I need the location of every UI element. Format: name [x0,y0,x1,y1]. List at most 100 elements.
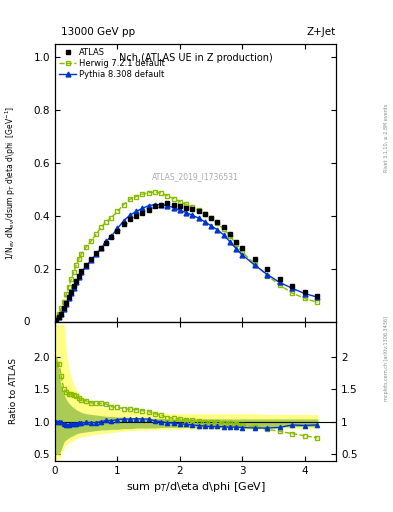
ATLAS [165,200,170,206]
Pythia 8.308 default [79,269,84,275]
Text: Rivet 3.1.10, ≥ 2.8M events: Rivet 3.1.10, ≥ 2.8M events [384,104,389,173]
Pythia 8.308 default [202,219,207,225]
ATLAS [252,256,257,262]
Text: mcplots.cern.ch [arXiv:1306.3436]: mcplots.cern.ch [arXiv:1306.3436] [384,316,389,401]
Herwig 7.2.1 default [228,232,232,239]
ATLAS [66,294,71,300]
Pythia 8.308 default [99,245,104,251]
Herwig 7.2.1 default [171,196,176,202]
Herwig 7.2.1 default [265,272,270,279]
Pythia 8.308 default [315,294,320,300]
Herwig 7.2.1 default [315,300,320,306]
Pythia 8.308 default [228,239,232,245]
Pythia 8.308 default [94,251,99,258]
Pythia 8.308 default [184,209,189,216]
Herwig 7.2.1 default [196,207,201,214]
Pythia 8.308 default [277,280,282,286]
Pythia 8.308 default [115,225,120,231]
Pythia 8.308 default [69,290,73,296]
ATLAS [190,206,195,212]
Pythia 8.308 default [159,202,163,208]
Pythia 8.308 default [234,246,239,252]
Herwig 7.2.1 default [134,194,139,200]
Herwig 7.2.1 default [209,216,213,222]
Pythia 8.308 default [265,271,270,278]
Pythia 8.308 default [303,290,307,296]
Herwig 7.2.1 default [165,193,170,199]
ATLAS [64,300,69,306]
Text: ATLAS_2019_I1736531: ATLAS_2019_I1736531 [152,173,239,182]
ATLAS [234,239,239,245]
ATLAS [265,266,270,272]
Pythia 8.308 default [74,280,79,286]
ATLAS [277,275,282,282]
Text: Nch (ATLAS UE in Z production): Nch (ATLAS UE in Z production) [119,53,272,63]
Pythia 8.308 default [196,215,201,221]
Herwig 7.2.1 default [303,295,307,302]
Pythia 8.308 default [165,203,170,209]
Pythia 8.308 default [221,232,226,238]
Pythia 8.308 default [121,218,126,224]
ATLAS [74,278,79,284]
Pythia 8.308 default [54,316,59,323]
Pythia 8.308 default [64,301,69,307]
ATLAS [72,284,76,290]
ATLAS [84,262,88,268]
Pythia 8.308 default [209,223,213,229]
Line: Pythia 8.308 default: Pythia 8.308 default [54,202,320,322]
ATLAS [303,289,307,295]
Pythia 8.308 default [146,203,151,209]
ATLAS [128,216,132,222]
Herwig 7.2.1 default [277,282,282,288]
Pythia 8.308 default [84,263,88,269]
Pythia 8.308 default [171,204,176,210]
ATLAS [69,289,73,295]
Pythia 8.308 default [178,207,182,213]
Herwig 7.2.1 default [66,284,71,290]
Pythia 8.308 default [109,233,114,240]
Legend: ATLAS, Herwig 7.2.1 default, Pythia 8.308 default: ATLAS, Herwig 7.2.1 default, Pythia 8.30… [57,46,167,80]
Herwig 7.2.1 default [69,276,73,283]
Herwig 7.2.1 default [121,202,126,208]
ATLAS [146,207,151,213]
Pythia 8.308 default [66,295,71,302]
Herwig 7.2.1 default [61,299,66,305]
Y-axis label: 1/N$_{ev}$ dN$_{ev}$/dsum p$_{T}$ d\eta d\phi  [GeV$^{-1}$]: 1/N$_{ev}$ dN$_{ev}$/dsum p$_{T}$ d\eta … [4,105,18,260]
Herwig 7.2.1 default [221,226,226,232]
Herwig 7.2.1 default [140,191,145,197]
Pythia 8.308 default [290,285,295,291]
Herwig 7.2.1 default [202,211,207,218]
Herwig 7.2.1 default [290,290,295,296]
Herwig 7.2.1 default [146,189,151,196]
Pythia 8.308 default [72,285,76,291]
ATLAS [159,202,163,208]
Pythia 8.308 default [190,212,195,218]
Text: Z+Jet: Z+Jet [307,27,336,37]
Herwig 7.2.1 default [178,199,182,205]
Herwig 7.2.1 default [79,251,84,257]
Herwig 7.2.1 default [128,196,132,202]
Herwig 7.2.1 default [104,219,108,225]
ATLAS [104,240,108,246]
ATLAS [115,228,120,234]
X-axis label: sum p$_{T}$/d\eta d\phi [GeV]: sum p$_{T}$/d\eta d\phi [GeV] [125,480,266,494]
Herwig 7.2.1 default [76,257,81,263]
Pythia 8.308 default [61,306,66,312]
Herwig 7.2.1 default [64,291,69,297]
ATLAS [290,284,295,290]
Herwig 7.2.1 default [240,249,245,255]
ATLAS [57,314,61,321]
Herwig 7.2.1 default [89,238,94,244]
Pythia 8.308 default [140,205,145,211]
Pythia 8.308 default [89,257,94,263]
ATLAS [94,250,99,257]
Herwig 7.2.1 default [72,269,76,275]
Pythia 8.308 default [57,314,61,321]
Herwig 7.2.1 default [159,190,163,196]
ATLAS [121,221,126,227]
Pythia 8.308 default [215,227,220,233]
ATLAS [54,316,59,323]
ATLAS [202,211,207,217]
ATLAS [61,305,66,311]
ATLAS [152,203,157,209]
